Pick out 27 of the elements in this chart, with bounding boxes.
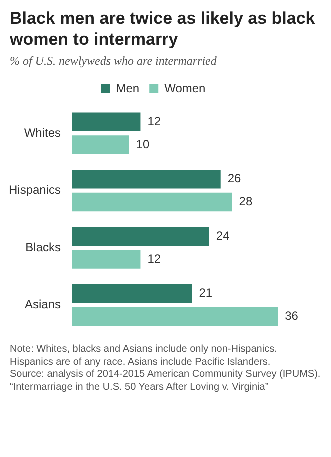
bar xyxy=(72,112,141,132)
text: “Intermarriage in the U.S. 50 Years After Loving v. Virginia” xyxy=(10,382,270,394)
source-note: Source: analysis of 2014-2015 American Community Survey (IPUMS). xyxy=(10,369,321,382)
y-tick-label: Asians xyxy=(24,298,62,312)
chart-title: Black men are twice as likely as black women to intermarry xyxy=(9,8,316,51)
bar xyxy=(72,136,130,154)
bar xyxy=(72,192,232,212)
data-label: 12 xyxy=(148,252,162,266)
data-label: 36 xyxy=(285,308,299,323)
y-tick-label: Blacks xyxy=(26,240,62,254)
y-tick-label: Hispanics xyxy=(8,183,62,198)
legend-label: Men xyxy=(116,81,140,96)
data-label: 28 xyxy=(239,194,253,209)
bar xyxy=(72,284,192,304)
data-label: 24 xyxy=(216,228,230,243)
y-tick-label: Whites xyxy=(24,126,62,140)
legend-label: Women xyxy=(164,81,206,96)
bar xyxy=(72,227,210,246)
data-label: 21 xyxy=(199,286,213,300)
data-label: 12 xyxy=(148,114,162,128)
chart-subtitle: % of U.S. newlyweds who are intermarried xyxy=(9,53,218,69)
data-label: 10 xyxy=(136,137,150,152)
bar xyxy=(72,307,278,326)
text: Note: Whites, blacks and Asians include only non-Hispanics. Hispanics are of any race. Asians include Pacific Islanders. xyxy=(10,344,278,369)
bar xyxy=(72,250,141,269)
data-label: 26 xyxy=(228,172,242,186)
bar xyxy=(72,170,221,189)
